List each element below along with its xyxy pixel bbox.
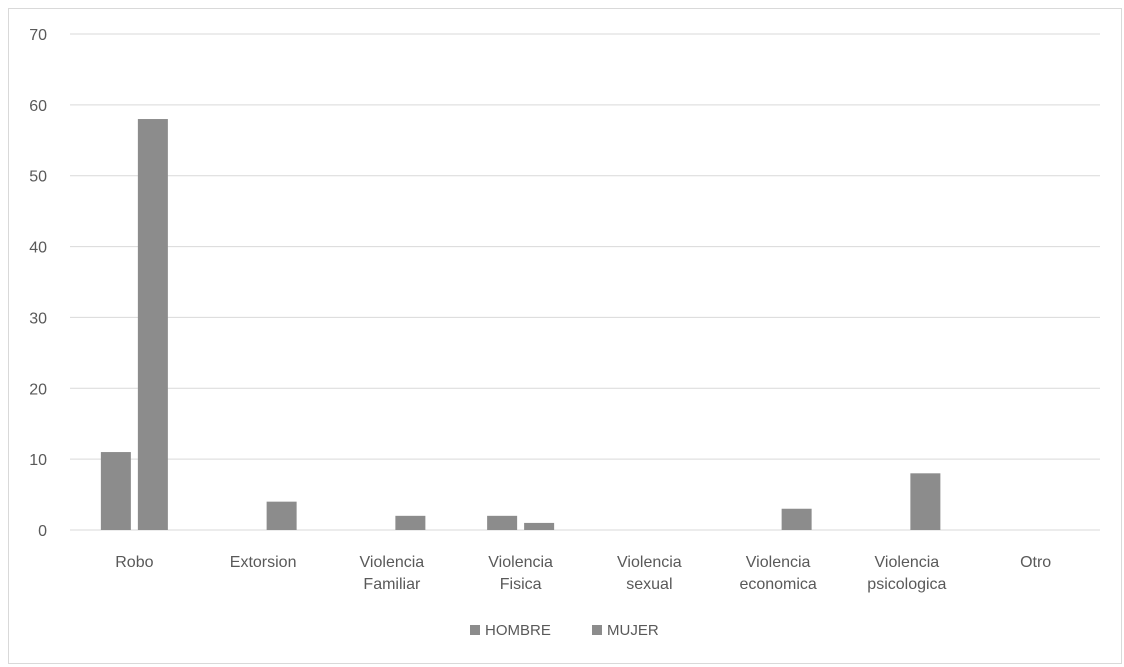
- y-axis-tick-labels: 0 10 20 30 40 50 60 70: [29, 27, 47, 540]
- legend: HOMBRE MUJER: [470, 622, 659, 639]
- bar-hombre-3: [487, 515, 518, 530]
- x-axis-category-labels: Robo Extorsion Violencia Familiar Violencia F…: [115, 554, 1051, 593]
- x-category-label-7: Otro: [1020, 554, 1051, 571]
- y-tick-label-20: 20: [29, 381, 47, 398]
- x-category-label-5: Violencia economica: [739, 554, 816, 593]
- y-tick-label-50: 50: [29, 169, 47, 186]
- y-tick-label-0: 0: [38, 523, 47, 540]
- legend-label-hombre: HOMBRE: [485, 622, 551, 639]
- x-category-label-2: Violencia Familiar: [360, 554, 425, 593]
- x-category-label-6: Violencia psicologica: [867, 554, 946, 593]
- x-category-label-1: Extorsion: [230, 554, 297, 571]
- bar-mujer-3: [524, 522, 555, 530]
- x-category-label-4: Violencia sexual: [617, 554, 682, 593]
- legend-label-mujer: MUJER: [607, 622, 659, 639]
- bar-mujer-0: [137, 119, 168, 531]
- bar-mujer-2: [395, 515, 426, 530]
- y-tick-label-70: 70: [29, 27, 47, 44]
- x-category-label-0: Robo: [115, 554, 153, 571]
- gridlines: [70, 33, 1100, 531]
- y-tick-label-10: 10: [29, 452, 47, 469]
- legend-swatch-mujer: [592, 625, 602, 635]
- legend-swatch-hombre: [470, 625, 480, 635]
- bars: [100, 119, 941, 531]
- x-category-label-3: Violencia Fisica: [488, 554, 553, 593]
- chart-frame: [8, 8, 1122, 664]
- bar-mujer-1: [266, 501, 297, 530]
- y-tick-label-40: 40: [29, 240, 47, 257]
- y-tick-label-60: 60: [29, 98, 47, 115]
- bar-mujer-6: [910, 473, 941, 530]
- bar-mujer-5: [781, 508, 812, 530]
- y-tick-label-30: 30: [29, 310, 47, 327]
- bar-hombre-0: [100, 452, 131, 530]
